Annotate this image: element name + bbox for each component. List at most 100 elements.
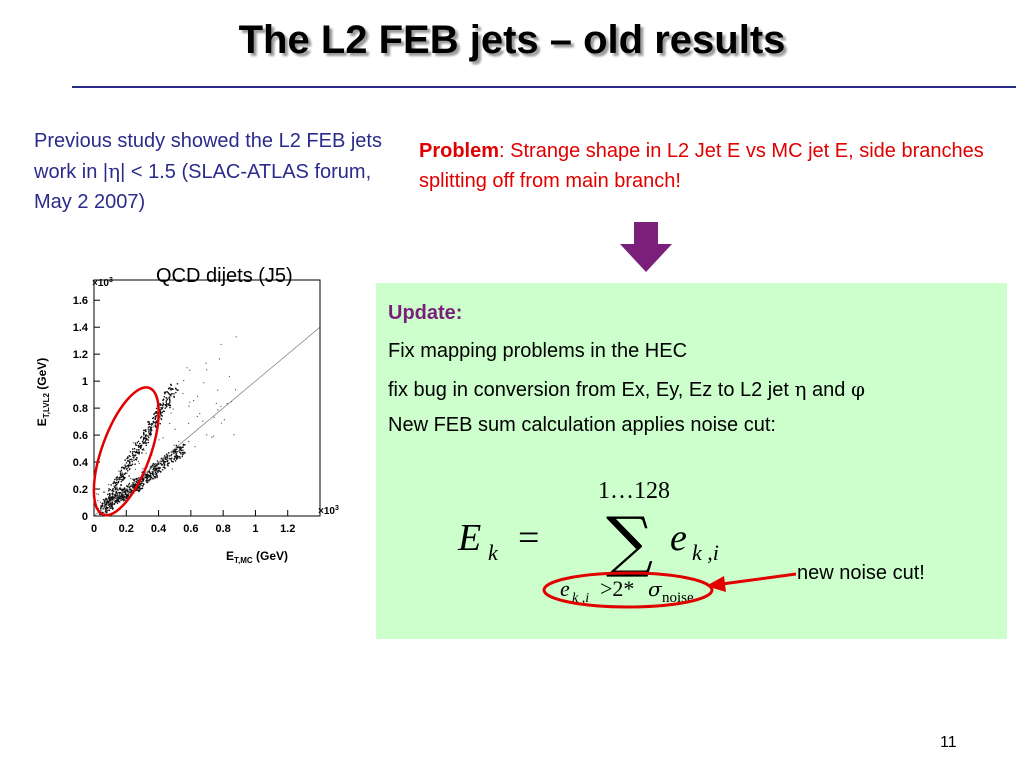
- data-point-main: [149, 474, 152, 477]
- data-point-side: [162, 398, 165, 401]
- data-point-main: [170, 459, 173, 461]
- data-point-outlier: [217, 409, 219, 411]
- data-point-main: [111, 504, 114, 506]
- data-point-side: [167, 403, 170, 405]
- rhs-e: e: [670, 517, 687, 559]
- data-point-outlier: [183, 452, 185, 455]
- data-point-main: [104, 508, 107, 510]
- data-point-main: [151, 477, 154, 480]
- data-point-side: [136, 448, 138, 451]
- y-axis-label: ET,LVL2 (GeV): [35, 358, 51, 427]
- data-point-side: [153, 412, 156, 415]
- data-point-outlier: [161, 464, 163, 467]
- data-point-outlier: [150, 435, 152, 437]
- data-point-side: [138, 451, 140, 453]
- data-point-side: [118, 476, 121, 479]
- data-point-side: [147, 429, 150, 431]
- data-point-side: [167, 391, 169, 394]
- data-point-main: [150, 465, 152, 468]
- data-point-main: [176, 454, 178, 457]
- data-point-side: [171, 387, 173, 390]
- data-point-side: [159, 413, 162, 415]
- data-point-main: [179, 447, 181, 449]
- data-point-side: [106, 493, 109, 496]
- data-point-main: [108, 505, 111, 507]
- data-point-main: [105, 510, 107, 512]
- data-point-main: [126, 496, 128, 499]
- data-point-main: [135, 481, 138, 483]
- data-point-main: [154, 465, 156, 468]
- data-point-side: [161, 415, 164, 417]
- data-point-outlier: [97, 500, 99, 502]
- data-point-main: [144, 476, 146, 479]
- data-point-main: [136, 489, 138, 491]
- data-point-outlier: [163, 458, 166, 460]
- data-point-main: [160, 470, 162, 473]
- data-point-outlier: [170, 412, 172, 414]
- data-point-main: [151, 464, 154, 466]
- data-point-side: [176, 382, 179, 385]
- page-number: 11: [940, 734, 957, 751]
- data-point-side: [149, 427, 152, 429]
- data-point-outlier: [162, 437, 164, 439]
- data-point-main: [134, 478, 136, 481]
- data-point-main: [100, 506, 102, 508]
- data-point-side: [139, 437, 142, 439]
- data-point-outlier: [220, 405, 222, 407]
- x-tick-label: 1.2: [280, 523, 295, 535]
- data-point-side: [164, 407, 167, 409]
- data-point-side: [138, 448, 140, 451]
- data-point-main: [156, 475, 159, 477]
- data-point-main: [148, 478, 151, 481]
- data-point-side: [161, 407, 164, 410]
- data-point-main: [107, 501, 110, 503]
- data-point-main: [152, 467, 155, 470]
- data-point-outlier: [169, 422, 171, 425]
- data-point-side: [117, 481, 120, 484]
- data-point-outlier: [138, 462, 140, 465]
- data-point-side: [114, 487, 117, 489]
- data-point-side: [115, 490, 118, 493]
- conversion-text: fix bug in conversion from Ex, Ey, Ez to…: [388, 379, 795, 401]
- data-point-side: [126, 465, 128, 467]
- data-point-side: [168, 404, 171, 406]
- data-point-side: [169, 387, 171, 389]
- noise-cut-label: new noise cut!: [797, 562, 925, 584]
- previous-study-part2: | < 1.5 (SLAC-ATLAS forum, May 2 2007): [34, 161, 372, 213]
- data-point-main: [154, 473, 156, 475]
- data-point-outlier: [122, 472, 124, 474]
- data-point-main: [157, 469, 160, 472]
- data-point-side: [165, 400, 168, 402]
- data-point-main: [154, 469, 157, 471]
- data-point-side: [149, 423, 151, 426]
- data-point-main: [179, 451, 181, 454]
- data-point-side: [116, 492, 118, 494]
- data-point-main: [114, 501, 117, 504]
- data-point-outlier: [130, 477, 132, 480]
- data-point-outlier: [145, 452, 147, 454]
- data-point-main: [154, 471, 157, 474]
- data-point-main: [162, 459, 165, 461]
- data-point-outlier: [194, 446, 196, 448]
- data-point-side: [125, 462, 128, 464]
- y-tick-label: 0.6: [73, 430, 88, 442]
- data-point-side: [117, 477, 120, 479]
- data-point-side: [148, 431, 150, 433]
- data-point-main: [114, 495, 117, 497]
- previous-study-part1: Previous study showed the L2 FEB jets wo…: [34, 130, 382, 183]
- data-point-outlier: [166, 404, 168, 406]
- data-point-side: [116, 488, 118, 490]
- and-text: and: [806, 379, 851, 401]
- data-point-side: [169, 406, 171, 409]
- data-point-side: [148, 434, 151, 436]
- data-point-side: [142, 442, 145, 445]
- data-point-side: [166, 398, 169, 401]
- data-point-side: [145, 442, 148, 444]
- data-point-main: [160, 457, 163, 460]
- data-point-main: [160, 463, 163, 465]
- noise-cut-arrow-icon: [706, 572, 797, 592]
- data-point-side: [142, 439, 145, 441]
- data-point-main: [145, 475, 148, 478]
- data-point-side: [141, 440, 144, 443]
- data-point-side: [133, 459, 135, 461]
